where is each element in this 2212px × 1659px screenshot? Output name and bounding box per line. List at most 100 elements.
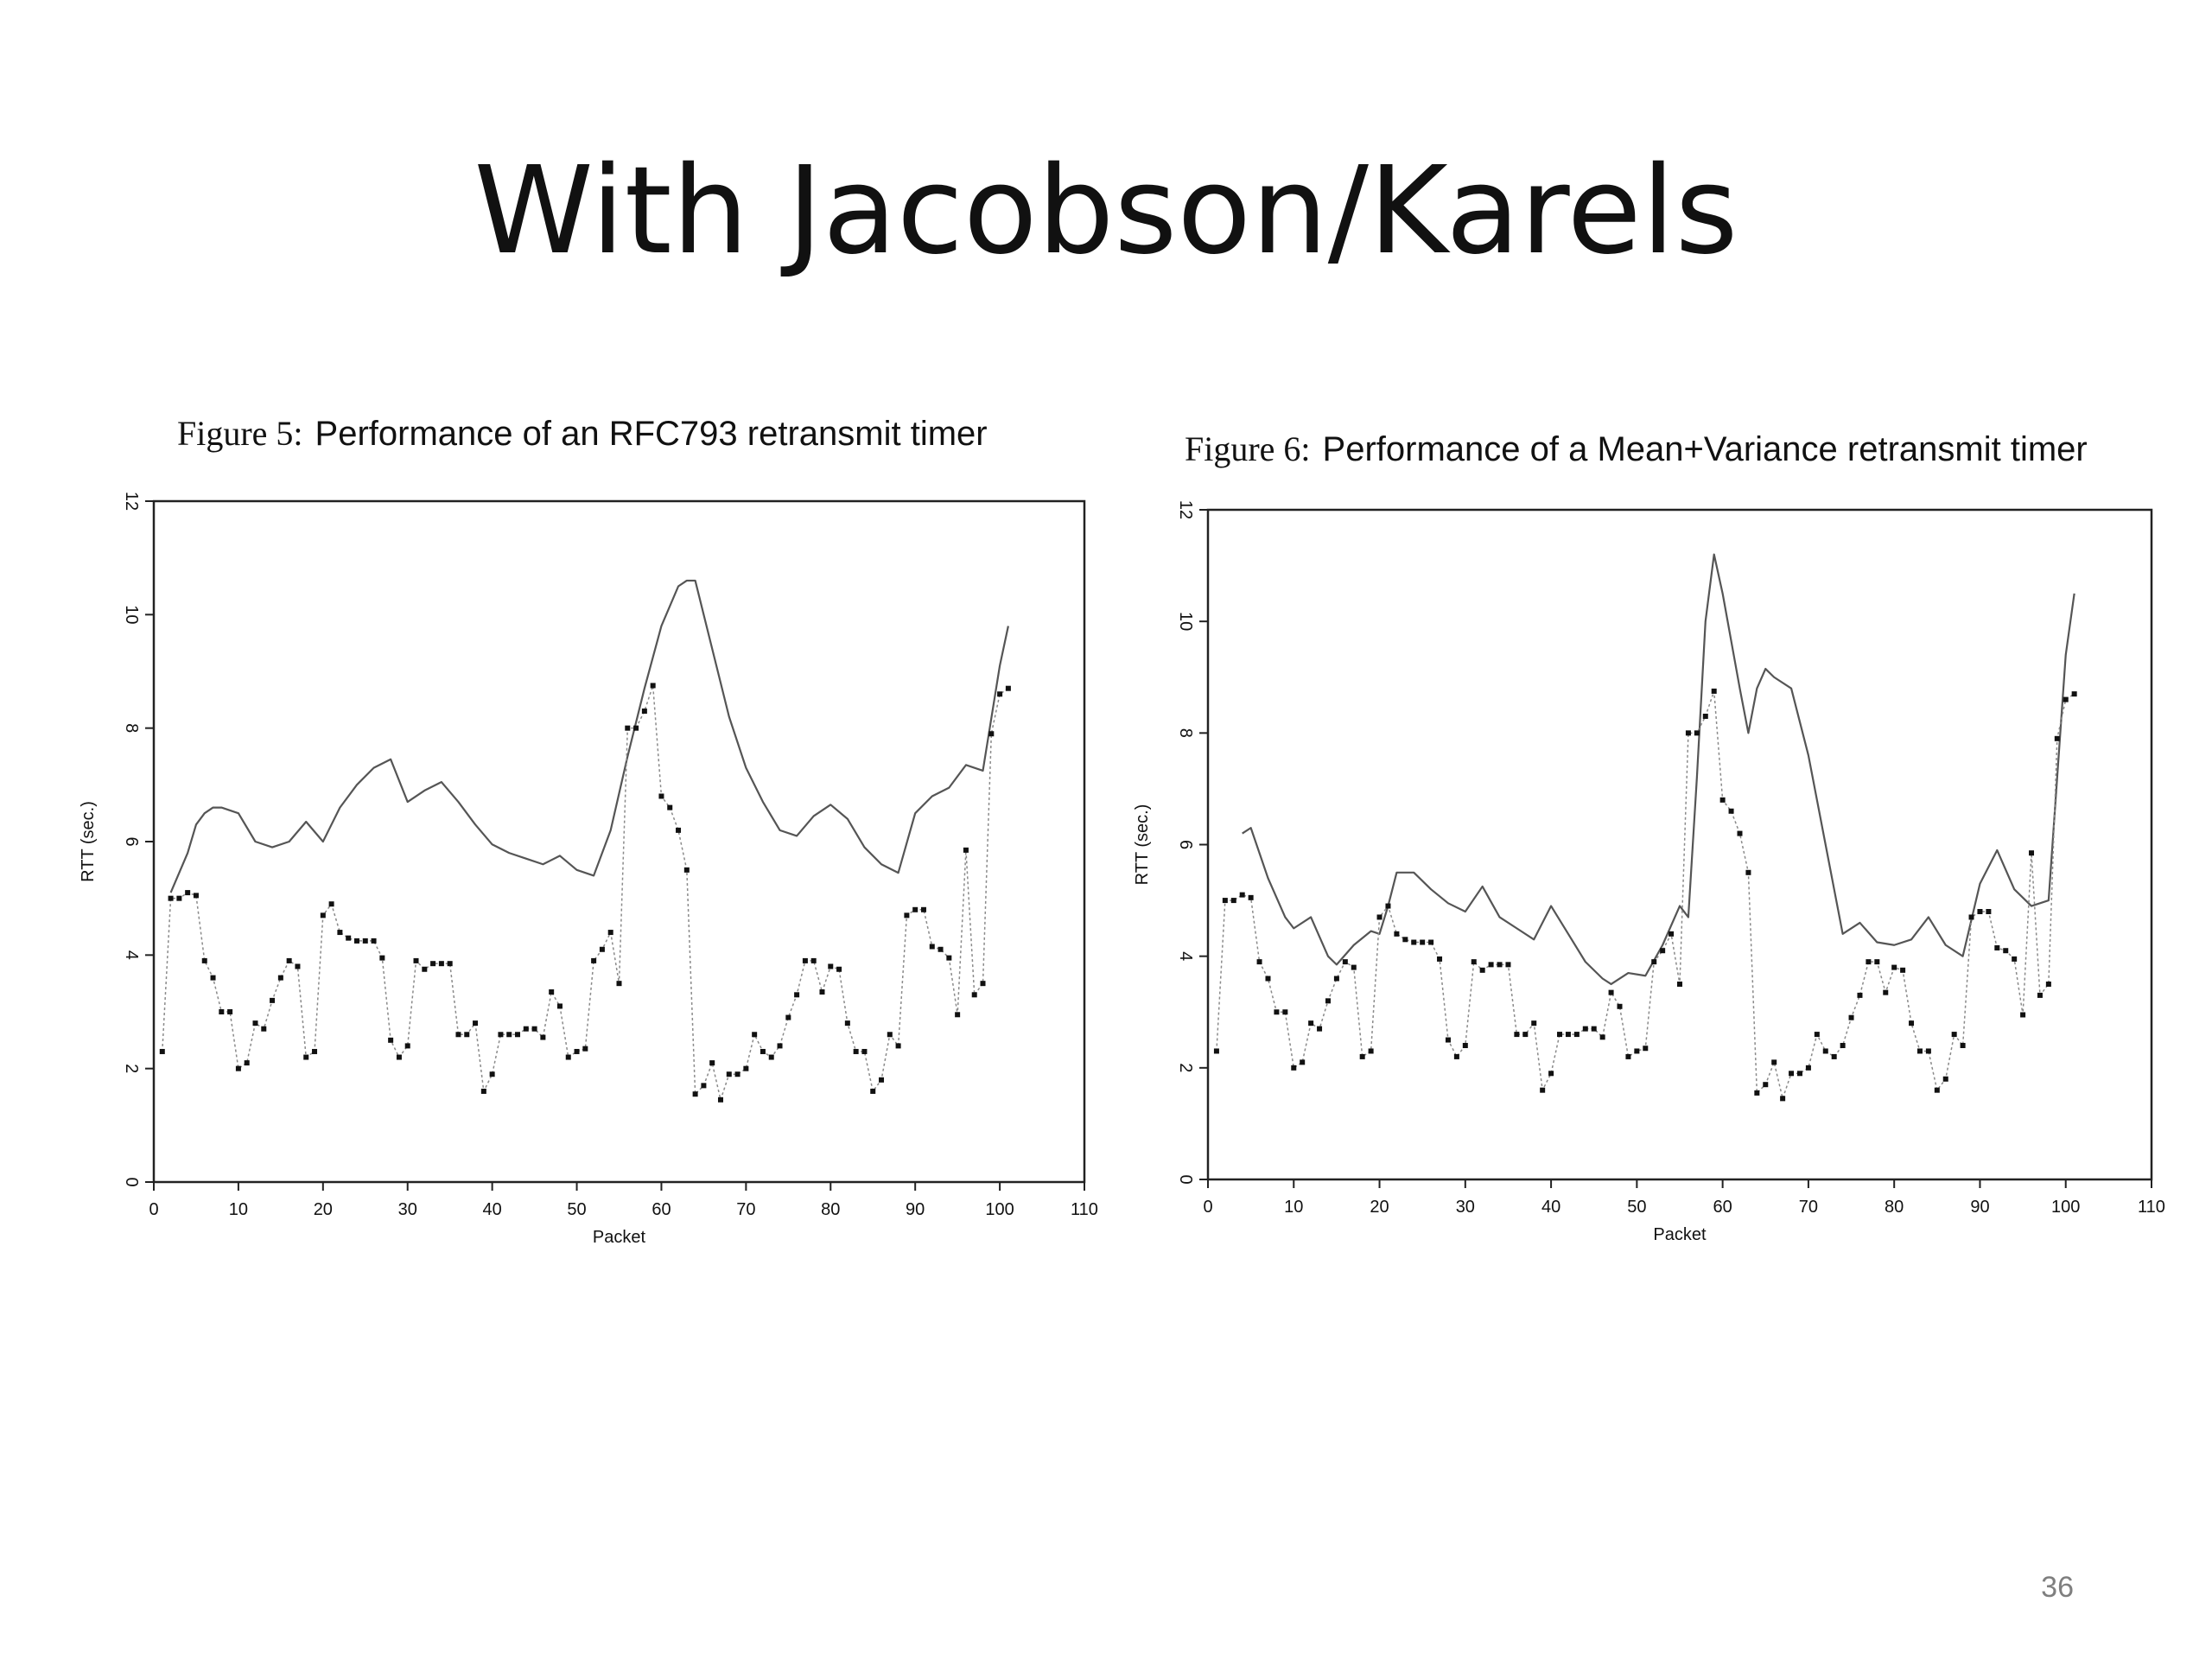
rtt-sample-point	[1822, 1048, 1828, 1054]
rtt-sample-point	[1608, 989, 1614, 995]
rtt-sample-point	[625, 725, 631, 731]
rtt-sample-point	[1651, 959, 1657, 965]
x-tick-label: 80	[821, 1200, 840, 1219]
rtt-sample-line	[1216, 690, 2075, 1102]
rtt-sample-point	[261, 1026, 267, 1032]
y-tick-label: 2	[1176, 1063, 1195, 1072]
x-tick-label: 10	[229, 1200, 248, 1219]
rtt-sample-point	[1771, 1059, 1777, 1065]
rtt-sample-point	[1540, 1087, 1546, 1093]
rtt-sample-point	[599, 946, 605, 952]
rtt-sample-point	[1376, 914, 1382, 920]
rtt-sample-point	[1505, 962, 1511, 968]
rtt-sample-point	[1685, 730, 1691, 736]
rtt-sample-point	[574, 1048, 580, 1054]
y-tick-label: 0	[122, 1177, 141, 1186]
rtt-sample-point	[752, 1032, 758, 1038]
figure-6-title: Performance of a Mean+Variance retransmi…	[1322, 430, 2088, 468]
rtt-sample-point	[726, 1071, 732, 1077]
figure-5-chart: 0 10 20 30 40 50 60 70 80 90 100 110 0 2 4 6 8 10 12 Packet…	[79, 492, 1098, 1247]
x-tick-label: 70	[736, 1200, 755, 1219]
x-tick-label: 40	[483, 1200, 502, 1219]
rtt-sample-point	[312, 1048, 318, 1054]
rtt-sample-point	[582, 1046, 588, 1052]
x-tick-label: 50	[567, 1200, 586, 1219]
rtt-sample-point	[641, 708, 647, 714]
rtt-sample-point	[2045, 981, 2051, 987]
rtt-sample-point	[836, 966, 842, 972]
y-tick-label: 8	[122, 723, 141, 733]
rtt-sample-point	[988, 731, 995, 737]
rtt-sample-point	[523, 1026, 529, 1032]
rtt-sample-point	[1548, 1071, 1554, 1077]
rtt-sample-point	[1669, 931, 1675, 937]
rtt-sample-point	[1660, 948, 1666, 954]
rtt-sample-point	[2054, 735, 2060, 741]
rtt-sample-point	[235, 1065, 241, 1071]
rtt-sample-point	[1857, 992, 1863, 998]
rtt-sample-point	[692, 1091, 698, 1097]
rtt-sample-point	[1763, 1082, 1769, 1088]
rtt-sample-point	[1900, 967, 1906, 973]
rtt-sample-point	[955, 1012, 961, 1018]
rtt-sample-point	[810, 957, 817, 963]
rtt-sample-point	[438, 961, 444, 967]
x-tick-label: 20	[314, 1200, 333, 1219]
rtt-sample-point	[1359, 1053, 1365, 1059]
rtt-sample-point	[1265, 976, 1271, 982]
rtt-sample-point	[159, 1048, 165, 1054]
rtt-sample-point	[1333, 976, 1339, 982]
rtt-sample-point	[819, 989, 825, 995]
rtt-sample-point	[1453, 1053, 1459, 1059]
rtt-sample-point	[980, 981, 986, 987]
rtt-sample-point	[1488, 962, 1494, 968]
rtt-sample-point	[422, 966, 428, 972]
rtt-sample-point	[1891, 964, 1897, 970]
x-axis-label: Packet	[593, 1228, 646, 1247]
rtt-sample-point	[227, 1009, 233, 1014]
rtt-sample-point	[1005, 685, 1011, 691]
rtt-sample-point	[185, 890, 191, 896]
rtt-sample-point	[455, 1032, 461, 1038]
x-tick-label: 100	[2051, 1198, 2080, 1217]
rtt-sample-point	[1728, 808, 1734, 814]
rtt-sample-point	[201, 957, 207, 963]
rtt-sample-point	[1213, 1048, 1219, 1054]
y-axis-label: RTT (sec.)	[1133, 804, 1152, 886]
x-tick-label: 80	[1885, 1198, 1904, 1217]
rtt-sample-point	[2003, 948, 2009, 954]
rtt-sample-point	[701, 1083, 707, 1089]
rtt-sample-point	[413, 957, 419, 963]
rtt-sample-point	[1711, 688, 1717, 694]
y-axis-label: RTT (sec.)	[79, 801, 98, 882]
rtt-sample-point	[1925, 1048, 1931, 1054]
y-tick-label: 12	[122, 492, 141, 511]
x-tick-label: 110	[2138, 1198, 2165, 1217]
rtt-sample-point	[1951, 1032, 1957, 1038]
rtt-sample-point	[1745, 869, 1751, 875]
rtt-sample-point	[328, 901, 334, 907]
x-tick-label: 0	[1203, 1198, 1212, 1217]
rtt-sample-point	[920, 906, 926, 912]
rtt-sample-point	[1625, 1053, 1631, 1059]
x-tick-label: 110	[1071, 1200, 1098, 1219]
rtt-sample-point	[286, 957, 292, 963]
rtt-sample-point	[1805, 1065, 1811, 1071]
rtt-sample-point	[1368, 1048, 1374, 1054]
rtt-sample-point	[1342, 959, 1348, 965]
rtt-sample-point	[743, 1065, 749, 1071]
rtt-sample-point	[1780, 1096, 1786, 1102]
rtt-sample-point	[1986, 909, 1992, 914]
rtt-sample-point	[929, 944, 935, 950]
rtt-sample-point	[1402, 937, 1408, 943]
rtt-sample-point	[1248, 894, 1254, 900]
rtt-sample-point	[904, 912, 910, 918]
timer-line	[1242, 553, 2075, 986]
rtt-sample-point	[447, 961, 453, 967]
x-tick-label: 50	[1627, 1198, 1646, 1217]
rtt-sample-point	[1874, 959, 1880, 965]
rtt-sample-line	[162, 685, 1009, 1103]
y-tick-label: 6	[122, 836, 141, 846]
rtt-sample-point	[1514, 1032, 1520, 1038]
figure-5-title: Performance of an RFC793 retransmit time…	[315, 415, 988, 453]
